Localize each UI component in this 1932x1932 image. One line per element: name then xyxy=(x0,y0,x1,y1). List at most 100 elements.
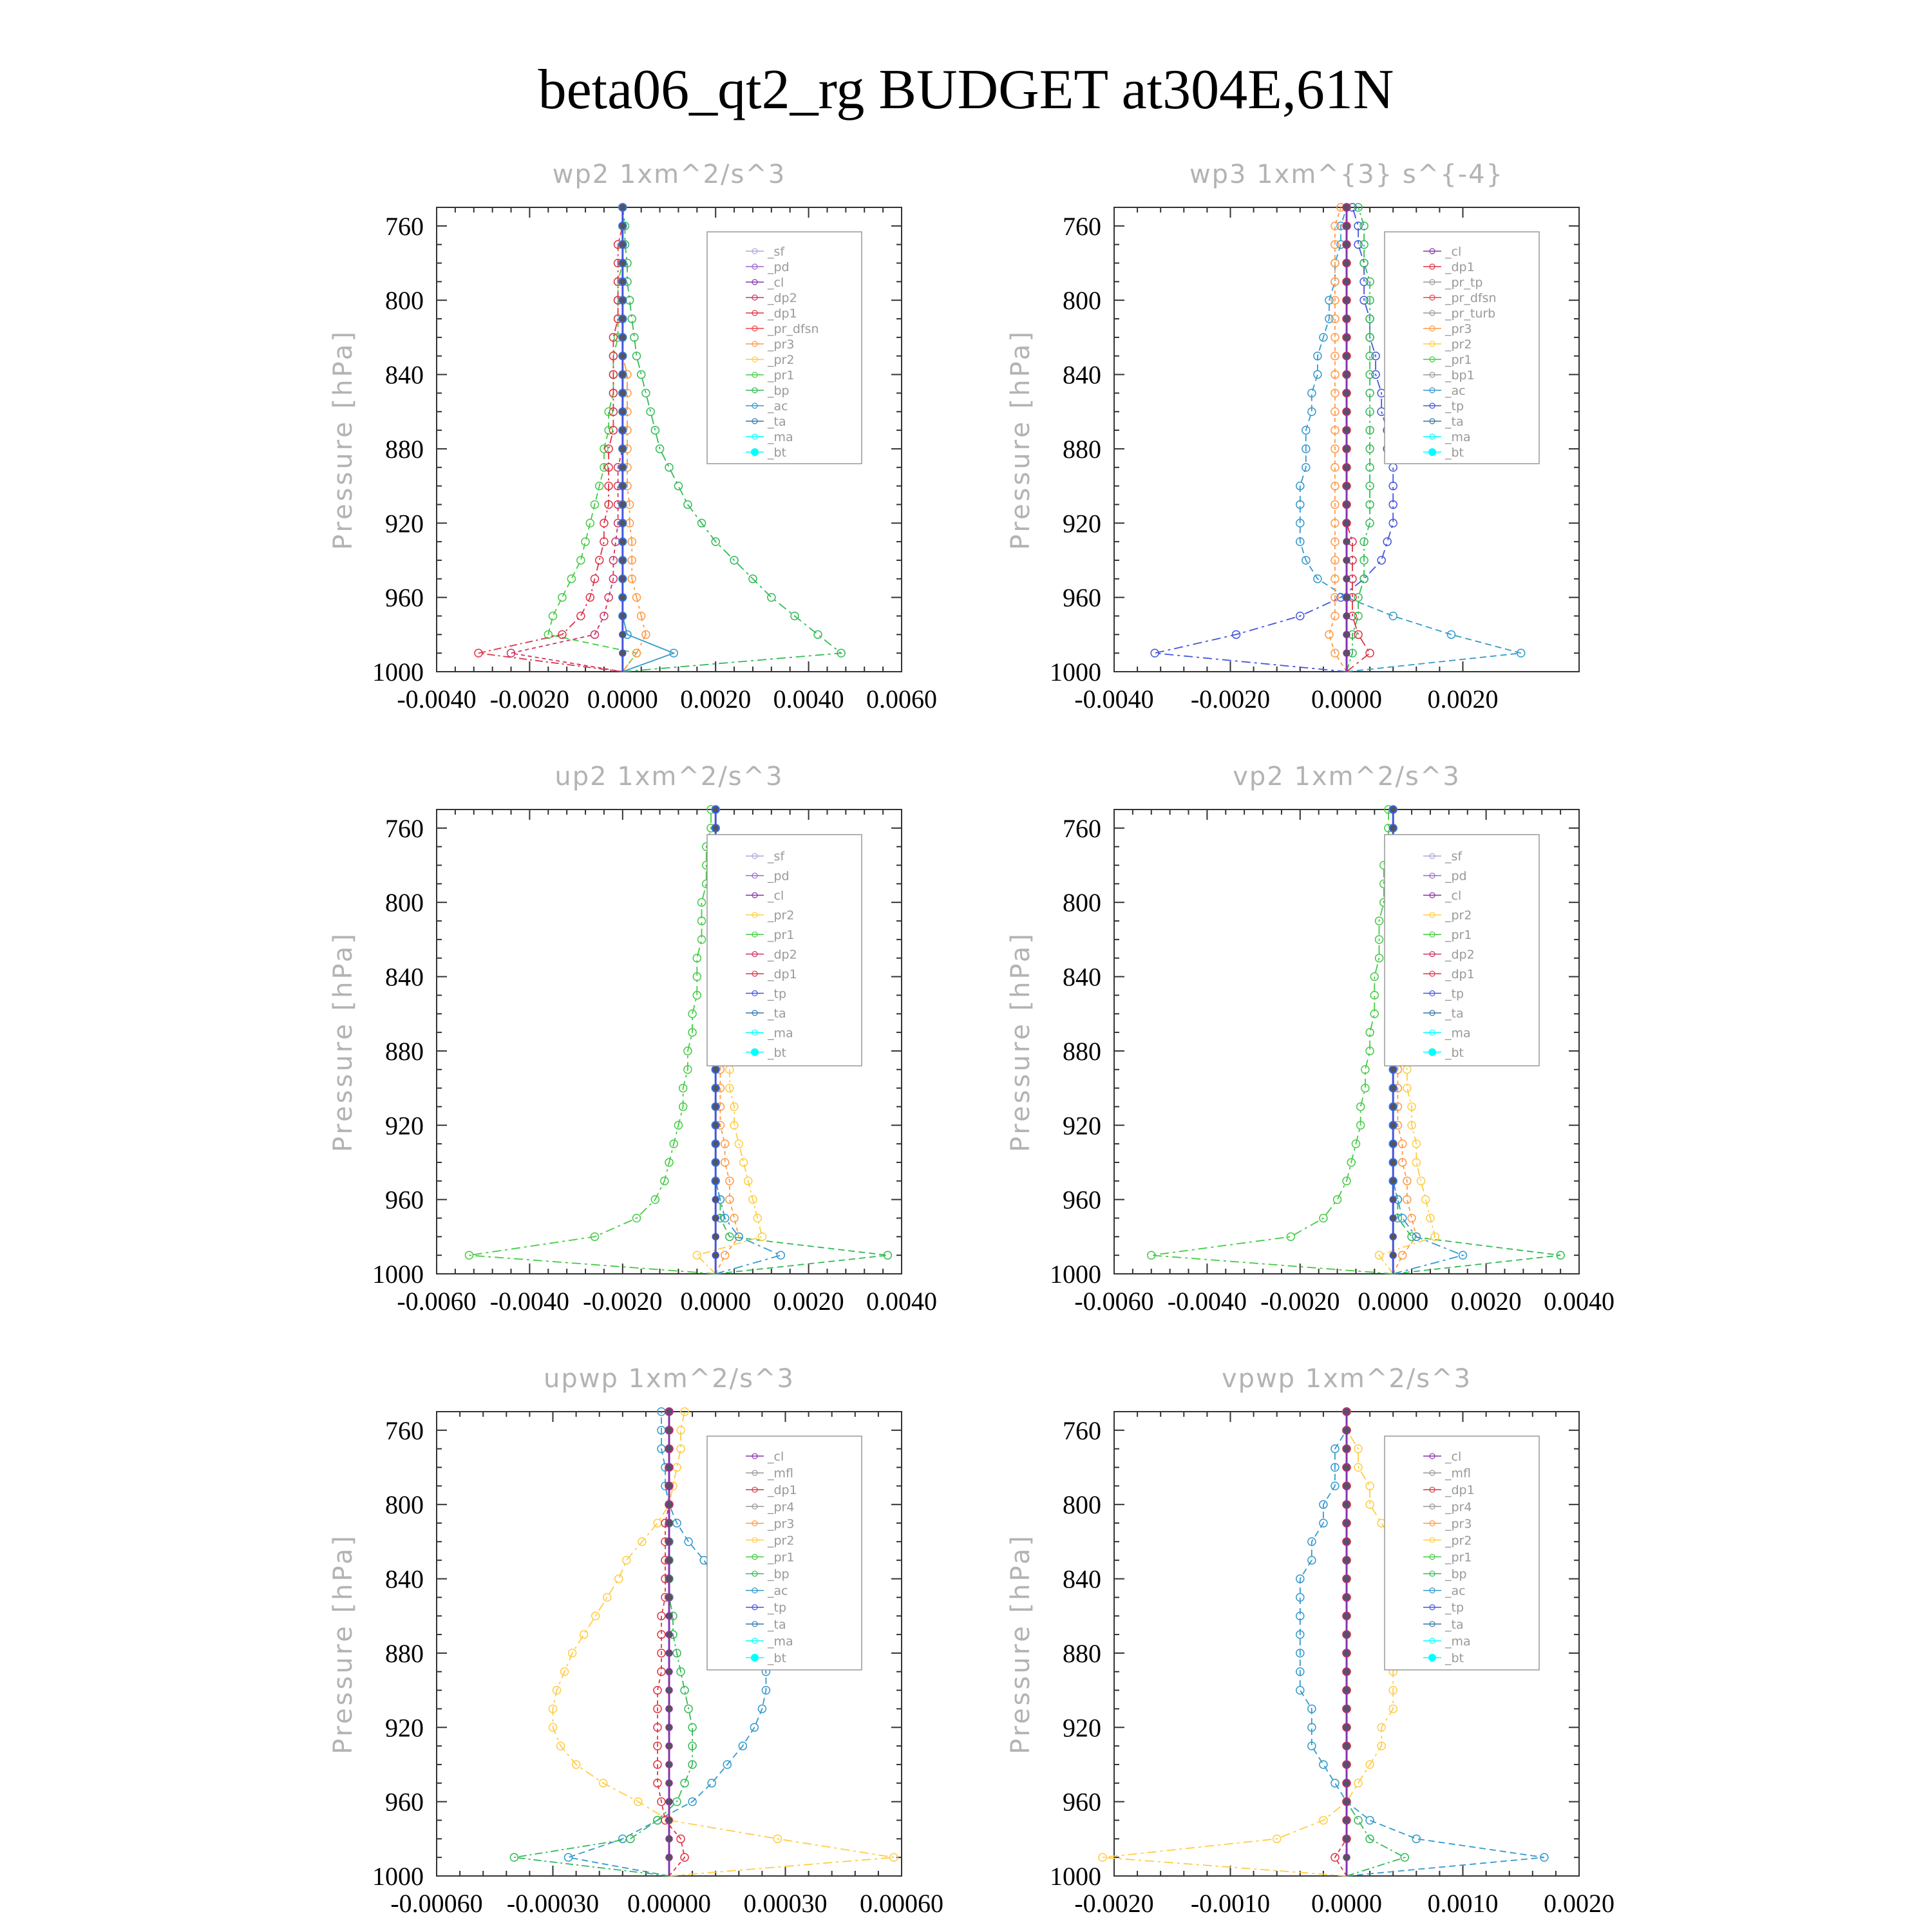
series-point xyxy=(712,1140,719,1148)
series-point xyxy=(1331,537,1340,546)
series-point xyxy=(1389,1233,1397,1241)
series-point xyxy=(1517,649,1526,658)
legend-entry: _ma xyxy=(1444,430,1471,444)
legend-entry: _sf xyxy=(767,245,785,259)
legend-entry: _pr4 xyxy=(767,1500,794,1514)
series-point xyxy=(1343,1538,1350,1546)
x-tick-label: 0.0040 xyxy=(1544,1287,1615,1316)
series-point xyxy=(1407,1121,1416,1130)
legend: _cl_dp1 _pr_tp_pr_dfsn _pr_turb_pr3_pr2_pr… xyxy=(1384,231,1540,464)
series-point xyxy=(739,1158,748,1167)
series-point xyxy=(725,1232,734,1242)
series-point xyxy=(1331,481,1340,491)
series-point xyxy=(674,1121,683,1130)
series-point xyxy=(626,1834,635,1844)
series-point xyxy=(1343,1444,1350,1453)
series-point xyxy=(619,445,627,453)
series-point xyxy=(560,1667,569,1676)
legend-entry: _tp xyxy=(1444,987,1464,1001)
series-point xyxy=(665,1686,673,1694)
series-point xyxy=(725,1195,734,1204)
series-point xyxy=(665,463,674,472)
series-point xyxy=(1296,1611,1305,1620)
series-point xyxy=(602,1593,612,1602)
series-point xyxy=(650,1195,660,1204)
legend-entry: _ta xyxy=(1444,1618,1464,1632)
legend-marker xyxy=(752,1587,758,1594)
series-point xyxy=(636,370,646,379)
series-line xyxy=(621,207,647,672)
series-point xyxy=(1412,1834,1421,1844)
series-point xyxy=(594,481,604,491)
series-point xyxy=(1343,296,1350,304)
series-point xyxy=(1343,1575,1350,1583)
x-tick-label: -0.0020 xyxy=(490,685,569,714)
series-line xyxy=(1346,207,1371,672)
y-axis-label: Pressure [hPa] xyxy=(328,931,358,1152)
legend-marker xyxy=(752,1029,758,1036)
legend-marker xyxy=(1429,402,1435,409)
y-tick-label: 880 xyxy=(1063,1037,1101,1066)
series-point xyxy=(1359,574,1368,583)
series-point xyxy=(1331,277,1340,287)
series-point xyxy=(1354,592,1363,602)
x-tick-label: -0.0040 xyxy=(1074,685,1153,714)
legend-marker xyxy=(752,1570,758,1577)
legend-marker xyxy=(752,356,758,363)
series-point xyxy=(509,1853,519,1862)
series-point xyxy=(676,1426,685,1435)
legend-entry: _ma xyxy=(1444,1634,1471,1649)
series-point xyxy=(1307,1537,1316,1546)
y-tick-label: 920 xyxy=(385,509,424,538)
legend-marker xyxy=(1429,1503,1435,1510)
series-point xyxy=(1307,388,1316,398)
x-tick-label: 0.0000 xyxy=(587,685,658,714)
legend-entry: _tp xyxy=(767,987,786,1001)
series-point xyxy=(619,482,627,490)
y-tick-label: 1000 xyxy=(1050,1260,1101,1289)
legend-marker xyxy=(752,892,758,898)
series-point xyxy=(619,315,627,323)
legend-entry: _cl xyxy=(1444,1450,1461,1464)
y-axis-label: Pressure [hPa] xyxy=(1006,329,1036,550)
legend-marker xyxy=(752,1621,758,1627)
series-point xyxy=(1286,1232,1296,1242)
series-point xyxy=(1331,556,1340,565)
series-point xyxy=(1389,1103,1397,1111)
legend-box xyxy=(1384,834,1540,1066)
legend-marker xyxy=(1429,1010,1435,1016)
series-point xyxy=(567,574,576,583)
series-point xyxy=(1365,518,1374,528)
series-point xyxy=(619,334,627,341)
series-point xyxy=(1343,240,1350,249)
legend-entry: _pr3 xyxy=(1444,1517,1472,1531)
series-point xyxy=(1389,1159,1397,1166)
series-point xyxy=(1331,1853,1340,1862)
series-point xyxy=(1331,1463,1340,1472)
legend-entry: _dp2 xyxy=(767,291,797,305)
series-point xyxy=(1319,1213,1328,1223)
y-tick-label: 880 xyxy=(385,1639,424,1668)
legend-marker xyxy=(1429,931,1435,938)
series-point xyxy=(1458,1251,1468,1260)
series-point xyxy=(548,611,558,621)
series-point xyxy=(684,1704,693,1714)
panel-title: vp2 1xm^2/s^3 xyxy=(1233,762,1461,791)
plot-frame xyxy=(436,207,902,672)
series-point xyxy=(1231,630,1241,639)
series-point xyxy=(1150,649,1159,658)
legend-entry: _mfl xyxy=(1444,1466,1471,1481)
legend: _cl _mfl _dp1 _pr4 _pr3 _pr2 _pr1 _bp _ac _tp _ta _… xyxy=(706,1435,862,1671)
series-point xyxy=(604,592,613,602)
series-point xyxy=(576,611,585,621)
y-tick-label: 840 xyxy=(385,963,424,992)
y-tick-label: 1000 xyxy=(372,658,424,687)
series-point xyxy=(730,1121,739,1130)
series-point xyxy=(680,1407,689,1416)
series-point xyxy=(1359,240,1368,249)
series-point xyxy=(653,1704,662,1714)
series-point xyxy=(665,1426,673,1434)
series-point xyxy=(720,1139,730,1148)
series-point xyxy=(672,1797,681,1806)
series-point xyxy=(619,240,627,249)
